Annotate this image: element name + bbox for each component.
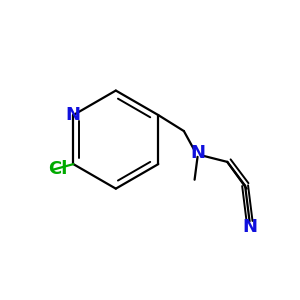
Text: N: N <box>66 106 81 124</box>
Text: Cl: Cl <box>48 160 67 178</box>
Text: N: N <box>190 144 205 162</box>
Text: N: N <box>242 218 257 236</box>
